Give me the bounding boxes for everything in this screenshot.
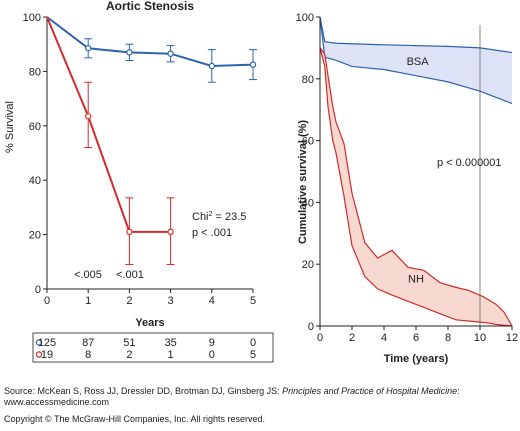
copyright-notice: Copyright © The McGraw-Hill Companies, I… [4,414,266,424]
panel-b-p-value: p < 0.000001 [437,157,502,169]
series-blue-line [46,16,254,67]
at-risk-count-blue: 35 [164,337,176,349]
band-nh-lower-line [319,47,513,327]
panel-a-x-axis-label: Years [135,317,164,329]
panel-b-y-axis-label: Cumulative survival (%) [297,120,309,244]
series-red-point [126,228,133,236]
series-blue-point [126,49,133,56]
source-suffix: : www.accessmedicine.com [4,386,460,407]
panel-b-x-axis-label: Time (years) [384,353,449,365]
panel-a-y-tick-label: 40 [29,175,41,187]
at-risk-count-blue: 9 [209,337,215,349]
at-risk-marker-blue [35,339,43,346]
panel-a-axes: 0 20 40 60 80 100 0 1 2 3 4 5 [23,12,256,307]
at-risk-count-blue: 125 [38,337,56,349]
panel-a-x-tick-label: 3 [168,295,174,307]
panel-a-aortic-stenosis: Aortic Stenosis % Survival Years 0204060… [4,0,274,363]
band-nh-label: NH [408,274,424,286]
panel-b-axes: 0 20 40 60 80 100 0 2 4 6 8 10 12 [296,12,518,344]
band-nh-upper-line [319,47,513,327]
at-risk-marker-red [35,351,43,358]
series-red-line [46,16,171,233]
at-risk-count-blue: 87 [82,337,94,349]
panel-a-y-tick-label: 20 [29,230,41,242]
panel-a-title: Aortic Stenosis [106,0,194,13]
at-risk-count-red: 8 [85,349,91,361]
band-bsa-area [320,17,512,104]
panel-b-x-tick-label: 10 [474,332,486,344]
series-red-point [167,228,174,236]
band-bsa-label: BSA [407,56,430,68]
numbers-at-risk-box [32,332,274,363]
panel-b-bands: BSA NH [319,16,513,327]
source-book-title: Principles and Practice of Hospital Medi… [282,386,458,396]
p-value-year-2: <.001 [116,269,144,281]
numbers-at-risk-table: 125 87 51 35 9 019 8 2 1 0 5 [32,332,274,363]
panel-b-y-tick-label: 40 [302,197,314,209]
panel-b-x-tick-label: 2 [349,332,355,344]
panel-a-x-tick-label: 0 [44,295,50,307]
panel-b-cumulative-survival: Cumulative survival (%) Time (years) BSA… [296,12,518,365]
band-bsa-lower-line [319,16,513,105]
at-risk-count-red: 2 [126,349,132,361]
panel-a-p-value: p < .001 [192,227,232,239]
panel-b-y-tick-label: 20 [302,259,314,271]
panel-a-annotations: Chi2 = 23.5 p < .001 <.005 <.001 [74,211,246,281]
panel-a-y-tick-label: 100 [23,12,41,24]
panel-a-y-tick-label: 60 [29,121,41,133]
panel-b-x-tick-label: 6 [413,332,419,344]
panel-a-x-tick-label: 2 [126,295,132,307]
source-citation: Source: McKean S, Ross JJ, Dressler DD, … [4,386,516,408]
series-blue-point [167,50,174,57]
panel-b-x-tick-label: 8 [445,332,451,344]
series-red-point [84,113,92,120]
series-blue-point [208,62,215,70]
panel-b-y-tick-label: 100 [296,12,314,24]
at-risk-count-red: 19 [41,349,53,361]
panel-b-x-tick-label: 4 [381,332,387,344]
panel-b-y-tick-label: 0 [308,321,314,333]
at-risk-count-red: 0 [209,349,215,361]
at-risk-count-red: 1 [168,349,174,361]
panel-b-y-tick-label: 60 [302,136,314,148]
chi-square-annotation: Chi2 = 23.5 [192,211,246,223]
panel-a-y-tick-label: 0 [35,284,41,296]
series-blue-point [84,45,92,52]
panel-a-y-axis-label: % Survival [4,101,16,153]
survival-figure: Aortic Stenosis % Survival Years 0204060… [4,0,518,365]
panel-b-y-tick-label: 80 [302,74,314,86]
at-risk-count-blue: 51 [123,337,135,349]
panel-a-y-tick-label: 80 [29,66,41,78]
panel-a-x-tick-label: 5 [250,295,256,307]
series-blue-point [249,61,257,68]
panel-a-x-tick-label: 4 [209,295,215,307]
panel-b-x-tick-label: 12 [506,332,518,344]
at-risk-count-red: 5 [250,349,256,361]
panel-a-x-tick-label: 1 [85,295,91,307]
panel-a-plot-area [46,16,257,266]
p-value-year-1: <.005 [74,269,102,281]
source-prefix: Source: McKean S, Ross JJ, Dressler DD, … [4,386,283,396]
panel-b-x-tick-label: 0 [317,332,323,344]
at-risk-count-blue: 0 [250,337,256,349]
band-nh-area [320,47,512,327]
